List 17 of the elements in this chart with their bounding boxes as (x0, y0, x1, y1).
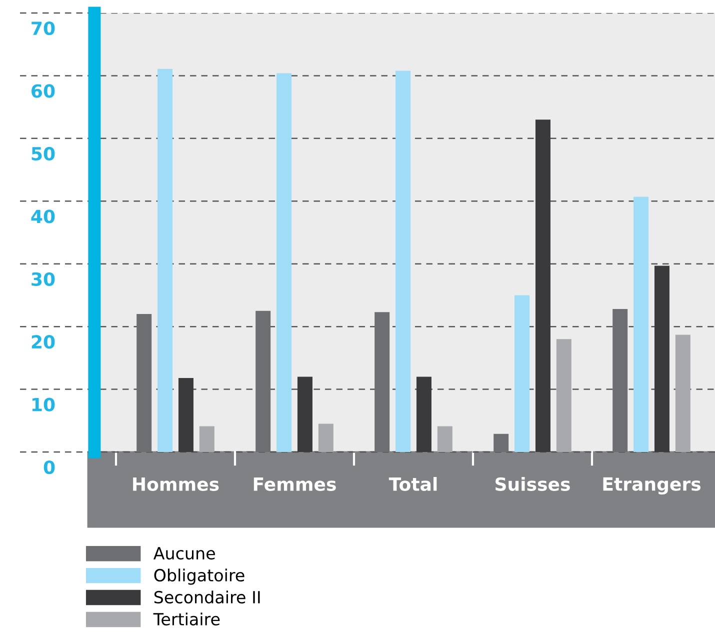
y-tick-label: 30 (32, 272, 55, 286)
y-tick-label: 40 (31, 210, 55, 224)
legend-label: Tertiaire (153, 612, 220, 626)
x-tick-label: Total (388, 477, 437, 491)
y-tick-label: 10 (32, 398, 55, 412)
y-tick-label: 60 (32, 84, 55, 98)
y-tick-label: 0 (44, 460, 55, 474)
x-tick-label: Hommes (133, 478, 219, 491)
y-tick-label: 50 (32, 146, 55, 161)
x-tick-label: Femmes (254, 478, 336, 491)
legend-label: Aucune (153, 547, 215, 560)
legend-label: Secondaire II (154, 590, 260, 604)
y-tick-label: 20 (32, 335, 55, 349)
x-tick-label: Suisses (496, 477, 570, 491)
x-tick-label: Etrangers (603, 477, 701, 494)
legend-label: Obligatoire (154, 568, 244, 585)
y-tick-label: 70 (32, 21, 55, 36)
